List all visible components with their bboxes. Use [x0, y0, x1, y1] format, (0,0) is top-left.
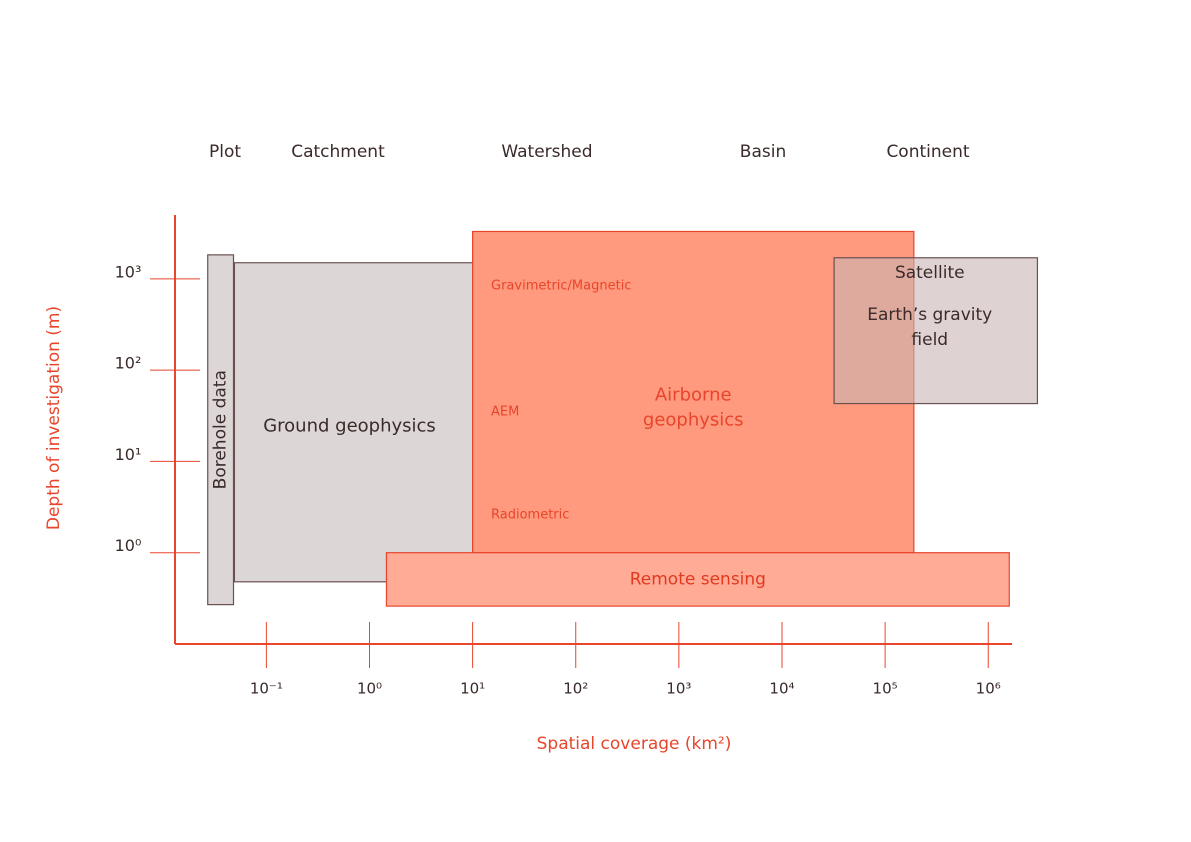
x-tick-label: 10⁵	[873, 680, 898, 698]
x-tick-label: 10⁴	[769, 680, 794, 698]
range-label: field	[911, 330, 948, 350]
range-label: Ground geophysics	[263, 415, 436, 436]
y-tick-label: 10²	[115, 354, 142, 373]
x-tick-label: 10³	[666, 680, 691, 698]
range-label: Satellite	[895, 263, 965, 283]
y-tick-label: 10¹	[115, 445, 142, 464]
y-tick-label: 10³	[115, 262, 142, 281]
range-label: Remote sensing	[630, 569, 766, 589]
range-label: Earth’s gravity	[867, 305, 992, 325]
scale-label: Watershed	[501, 142, 592, 162]
range-box	[207, 254, 235, 606]
scale-label: Catchment	[291, 142, 385, 162]
x-tick-label: 10⁰	[357, 680, 382, 698]
range-box	[833, 257, 1039, 405]
x-axis-label: Spatial coverage (km²)	[537, 734, 732, 754]
range-label: Airborne	[655, 385, 732, 406]
y-tick-label: 10⁰	[115, 536, 142, 555]
scale-label: Continent	[886, 142, 969, 162]
y-axis-label: Depth of investigation (m)	[44, 306, 64, 530]
range-label: Borehole data	[211, 370, 231, 489]
method-label: AEM	[491, 405, 519, 420]
range-label: geophysics	[643, 410, 744, 431]
range-box	[385, 552, 1010, 607]
x-tick-label: 10⁶	[976, 680, 1001, 698]
x-tick-label: 10⁻¹	[250, 680, 283, 698]
x-tick-label: 10²	[563, 680, 588, 698]
scale-label: Plot	[209, 142, 241, 162]
scale-label: Basin	[740, 142, 786, 162]
method-label: Gravimetric/Magnetic	[491, 279, 631, 294]
method-label: Radiometric	[491, 508, 569, 523]
x-tick-label: 10¹	[460, 680, 485, 698]
